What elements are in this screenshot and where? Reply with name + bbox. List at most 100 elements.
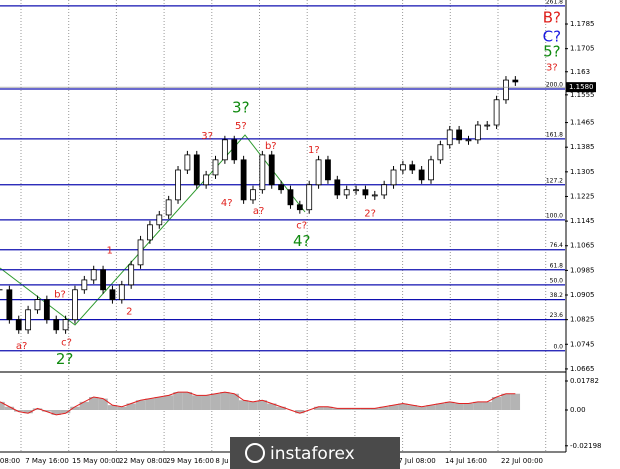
osc-bar xyxy=(88,396,99,410)
candle xyxy=(362,189,369,196)
y-tick-label: 1.1225 xyxy=(570,192,595,200)
wave-label: 2? xyxy=(56,350,74,368)
fib-label: 127.2 xyxy=(546,177,563,184)
osc-bar xyxy=(238,400,249,410)
wave-label: a? xyxy=(253,206,264,217)
osc-bar xyxy=(51,410,61,415)
osc-bar xyxy=(341,408,352,410)
fib-label: 50.0 xyxy=(550,277,564,284)
candle xyxy=(15,319,22,331)
candle xyxy=(259,154,266,191)
wave-label: c? xyxy=(61,338,72,349)
candle xyxy=(446,129,453,146)
osc-tick-label: 0.00 xyxy=(570,406,586,414)
candle xyxy=(390,169,397,186)
x-tick-label: 8 Ju xyxy=(215,457,228,465)
candle xyxy=(315,159,322,186)
candle xyxy=(212,159,219,176)
osc-bar xyxy=(210,393,221,410)
y-tick-label: 1.1465 xyxy=(570,119,595,127)
osc-tick-label: -0.02198 xyxy=(570,442,601,450)
y-tick-label: 1.1705 xyxy=(570,45,595,53)
candle xyxy=(165,199,172,216)
candle xyxy=(34,299,41,311)
fib-label: 100.0 xyxy=(546,212,563,219)
osc-bar xyxy=(491,396,502,410)
osc-bar xyxy=(107,405,118,410)
osc-bar xyxy=(135,400,146,410)
y-tick-label: 1.163 xyxy=(570,68,590,76)
y-tick-label: 1.1785 xyxy=(570,20,595,28)
osc-bar xyxy=(398,403,408,410)
y-tick-label: 1.0745 xyxy=(570,340,595,348)
osc-bar xyxy=(4,406,15,410)
candle xyxy=(147,224,153,241)
osc-bar xyxy=(229,393,239,410)
candle xyxy=(493,99,500,126)
candle xyxy=(418,169,425,181)
osc-bar xyxy=(192,395,202,410)
osc-bar xyxy=(117,406,127,410)
x-tick-label: 22 May 08:00 xyxy=(119,457,167,465)
candle xyxy=(381,184,388,196)
watermark: instaforex xyxy=(270,444,355,464)
candle xyxy=(325,159,331,181)
osc-bar xyxy=(154,396,164,410)
osc-bar xyxy=(79,401,90,410)
fib-label: 76.4 xyxy=(550,242,564,249)
candle xyxy=(371,194,378,197)
candle xyxy=(6,289,13,321)
osc-bar xyxy=(295,410,305,414)
candle xyxy=(62,319,69,331)
fib-label: 0.0 xyxy=(553,343,563,350)
candle xyxy=(53,319,60,331)
osc-bar xyxy=(70,406,80,410)
candle xyxy=(409,164,416,171)
osc-bar xyxy=(126,403,136,410)
osc-bar xyxy=(220,392,230,410)
osc-bar xyxy=(276,406,286,410)
fib-label: 161.8 xyxy=(546,131,563,138)
candle xyxy=(250,189,256,201)
candle xyxy=(353,189,359,192)
candle xyxy=(278,184,284,191)
osc-bar xyxy=(257,400,268,410)
candle xyxy=(465,139,472,142)
osc-line xyxy=(0,391,516,416)
wave-label: B? xyxy=(543,8,561,26)
watermark-box xyxy=(230,437,400,469)
y-tick-label: 1.1145 xyxy=(570,217,595,225)
wave-label: 2? xyxy=(364,209,376,220)
candle xyxy=(109,289,116,301)
x-tick-label: 7 Jul 08:00 xyxy=(398,457,436,465)
candle xyxy=(268,154,275,186)
candle xyxy=(118,284,125,301)
fib-label: 261.8 xyxy=(546,0,563,5)
osc-bar xyxy=(332,408,343,410)
osc-bar xyxy=(510,393,521,410)
wave-label: b? xyxy=(54,290,66,301)
osc-bar xyxy=(454,403,464,410)
y-tick-label: 1.0665 xyxy=(570,365,595,373)
fib-label: 23.6 xyxy=(550,312,564,319)
candle xyxy=(240,159,247,201)
osc-bar xyxy=(267,403,277,410)
wave-label: 1? xyxy=(308,145,320,156)
x-tick-label: 29 May 16:00 xyxy=(166,457,214,465)
wave-label: 4? xyxy=(293,232,311,250)
y-tick-label: 1.1385 xyxy=(570,143,595,151)
osc-bar xyxy=(323,406,333,410)
x-tick-label: 14 Jul 16:00 xyxy=(445,457,487,465)
candle xyxy=(503,79,509,101)
osc-bar xyxy=(163,395,174,410)
candle xyxy=(43,299,50,321)
wave-label: 2 xyxy=(126,307,132,318)
osc-bar xyxy=(426,405,436,410)
candle xyxy=(193,154,200,186)
y-tick-label: 1.1305 xyxy=(570,168,595,176)
candle xyxy=(343,189,350,196)
y-tick-label: 1.0905 xyxy=(570,291,595,299)
osc-bar xyxy=(248,401,258,410)
osc-bar xyxy=(351,408,361,410)
